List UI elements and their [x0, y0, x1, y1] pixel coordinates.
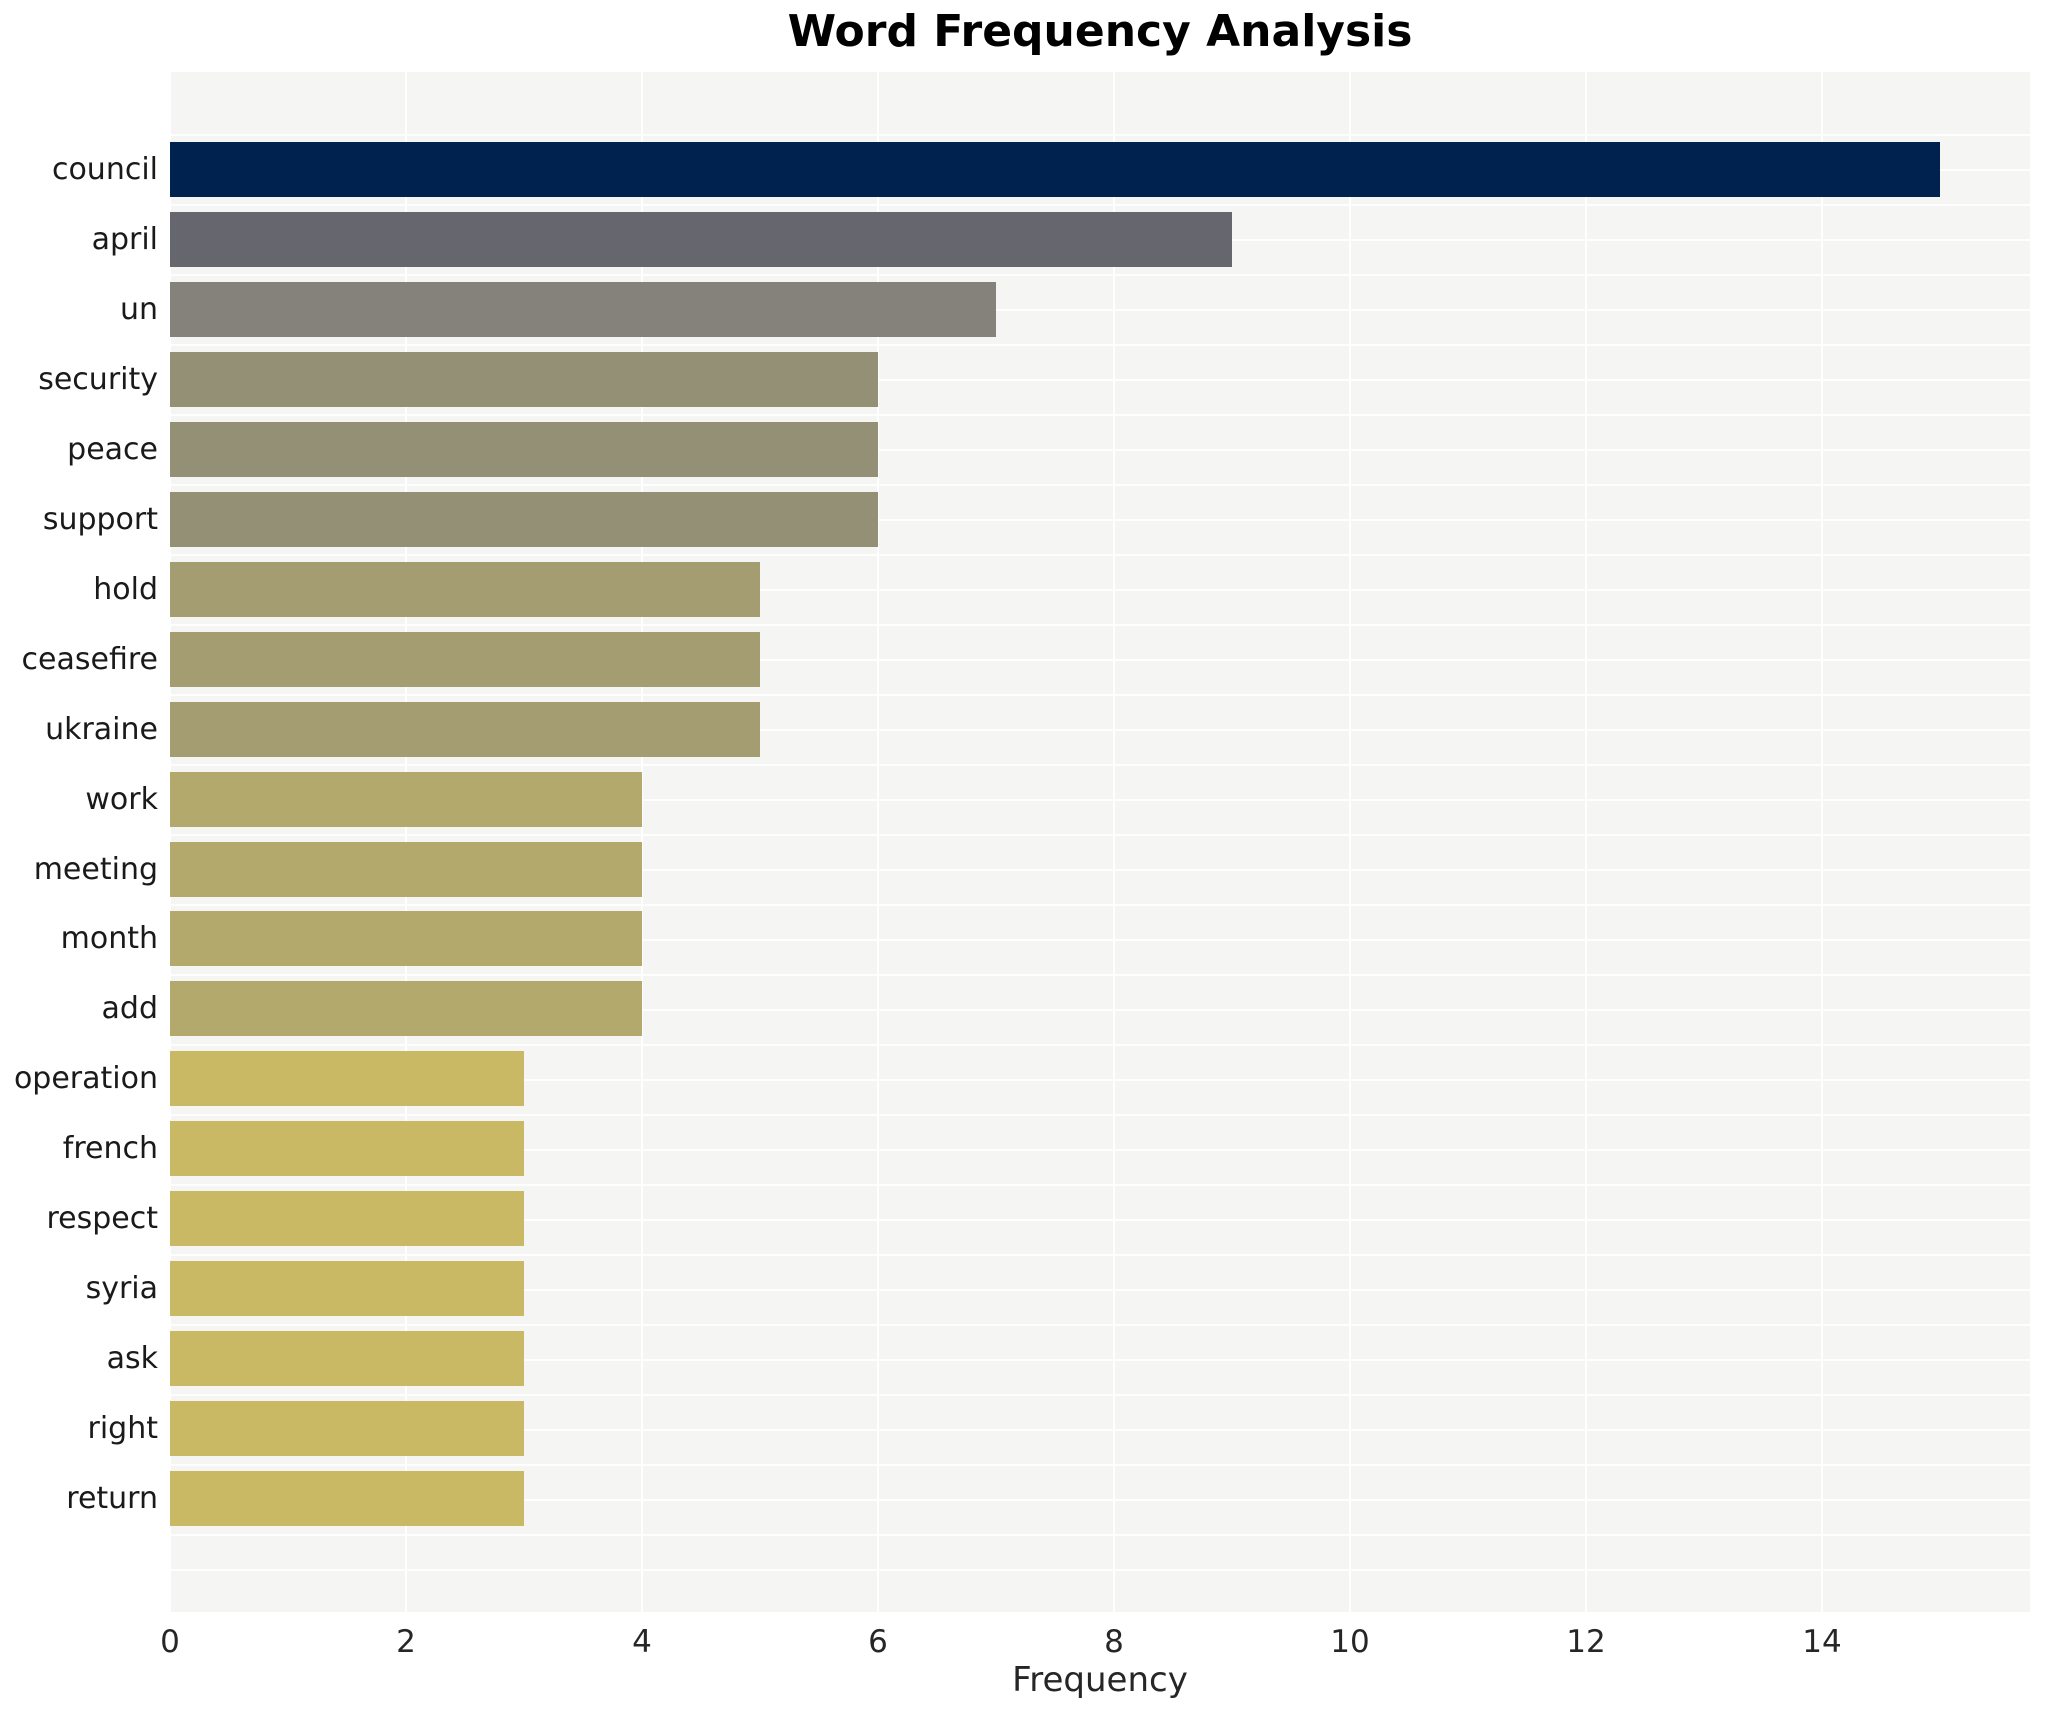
- category-label-ceasefire: ceasefire: [21, 641, 158, 677]
- horizontal-gridline: [170, 1323, 2030, 1326]
- horizontal-gridline: [170, 623, 2030, 626]
- vertical-gridline: [877, 72, 879, 1612]
- bar-support: [170, 491, 878, 547]
- horizontal-gridline: [170, 588, 2030, 591]
- bar-return: [170, 1471, 524, 1527]
- vertical-gridline: [641, 72, 643, 1612]
- horizontal-gridline: [170, 308, 2030, 311]
- horizontal-gridline: [170, 833, 2030, 836]
- category-label-respect: respect: [46, 1201, 158, 1237]
- bar-month: [170, 911, 642, 967]
- horizontal-gridline: [170, 1148, 2030, 1151]
- bar-french: [170, 1121, 524, 1177]
- horizontal-gridline: [170, 343, 2030, 346]
- category-label-peace: peace: [67, 431, 158, 467]
- horizontal-gridline: [170, 1253, 2030, 1256]
- horizontal-gridline: [170, 1428, 2030, 1431]
- bar-ukraine: [170, 701, 760, 757]
- horizontal-gridline: [170, 1113, 2030, 1116]
- category-label-syria: syria: [85, 1271, 158, 1307]
- horizontal-gridline: [170, 1358, 2030, 1361]
- bar-security: [170, 351, 878, 407]
- bar-hold: [170, 561, 760, 617]
- horizontal-gridline: [170, 413, 2030, 416]
- horizontal-gridline: [170, 798, 2030, 801]
- horizontal-gridline: [170, 938, 2030, 941]
- vertical-gridline: [1349, 72, 1351, 1612]
- category-label-return: return: [66, 1481, 158, 1517]
- horizontal-gridline: [170, 553, 2030, 556]
- category-label-operation: operation: [13, 1061, 158, 1097]
- x-tick-label-12: 12: [1566, 1624, 1606, 1660]
- horizontal-gridline: [170, 728, 2030, 731]
- category-label-april: april: [91, 221, 158, 257]
- chart-title: Word Frequency Analysis: [787, 6, 1413, 57]
- category-label-right: right: [87, 1411, 159, 1447]
- horizontal-gridline: [170, 1008, 2030, 1011]
- bar-ask: [170, 1331, 524, 1387]
- plot-area: [169, 72, 2030, 1612]
- horizontal-gridline: [170, 903, 2030, 906]
- horizontal-gridline: [170, 1393, 2030, 1396]
- bar-add: [170, 981, 642, 1037]
- bar-peace: [170, 421, 878, 477]
- x-tick-label-10: 10: [1330, 1624, 1370, 1660]
- horizontal-gridline: [170, 378, 2030, 381]
- x-tick-label-14: 14: [1802, 1624, 1842, 1660]
- bar-un: [170, 281, 996, 337]
- horizontal-gridline: [170, 1218, 2030, 1221]
- category-label-add: add: [101, 991, 158, 1027]
- horizontal-gridline: [170, 1078, 2030, 1081]
- vertical-gridline: [1113, 72, 1115, 1612]
- bar-syria: [170, 1261, 524, 1317]
- category-label-hold: hold: [93, 571, 158, 607]
- vertical-gridline: [1821, 72, 1823, 1612]
- horizontal-gridline: [170, 1043, 2030, 1046]
- x-tick-label-2: 2: [396, 1624, 416, 1660]
- horizontal-gridline: [170, 693, 2030, 696]
- bar-april: [170, 211, 1232, 267]
- category-label-french: french: [62, 1131, 158, 1167]
- horizontal-gridline: [170, 658, 2030, 661]
- category-label-support: support: [42, 501, 158, 537]
- horizontal-gridline: [170, 448, 2030, 451]
- horizontal-gridline: [170, 1463, 2030, 1466]
- category-label-un: un: [119, 291, 158, 327]
- category-label-meeting: meeting: [33, 851, 158, 887]
- horizontal-gridline: [170, 273, 2030, 276]
- bar-ceasefire: [170, 631, 760, 687]
- horizontal-gridline: [170, 763, 2030, 766]
- horizontal-gridline: [170, 973, 2030, 976]
- x-tick-label-6: 6: [868, 1624, 888, 1660]
- x-tick-label-8: 8: [1104, 1624, 1124, 1660]
- horizontal-gridline: [170, 1533, 2030, 1536]
- category-label-month: month: [60, 921, 158, 957]
- horizontal-gridline: [170, 868, 2030, 871]
- vertical-gridline: [1585, 72, 1587, 1612]
- horizontal-gridline: [170, 483, 2030, 486]
- horizontal-gridline: [170, 518, 2030, 521]
- category-label-work: work: [85, 781, 158, 817]
- category-label-security: security: [38, 361, 158, 397]
- category-label-ukraine: ukraine: [45, 711, 158, 747]
- horizontal-gridline: [170, 133, 2030, 136]
- bar-right: [170, 1401, 524, 1457]
- bar-operation: [170, 1051, 524, 1107]
- bar-council: [170, 142, 1940, 197]
- category-label-ask: ask: [106, 1341, 158, 1377]
- x-axis-title: Frequency: [1012, 1660, 1188, 1700]
- horizontal-gridline: [170, 1568, 2030, 1571]
- x-tick-label-4: 4: [632, 1624, 652, 1660]
- bar-respect: [170, 1191, 524, 1247]
- bar-meeting: [170, 841, 642, 897]
- bar-work: [170, 771, 642, 827]
- x-tick-label-0: 0: [160, 1624, 180, 1660]
- horizontal-gridline: [170, 1183, 2030, 1186]
- horizontal-gridline: [170, 203, 2030, 206]
- horizontal-gridline: [170, 1288, 2030, 1291]
- horizontal-gridline: [170, 1498, 2030, 1501]
- category-label-council: council: [51, 152, 158, 187]
